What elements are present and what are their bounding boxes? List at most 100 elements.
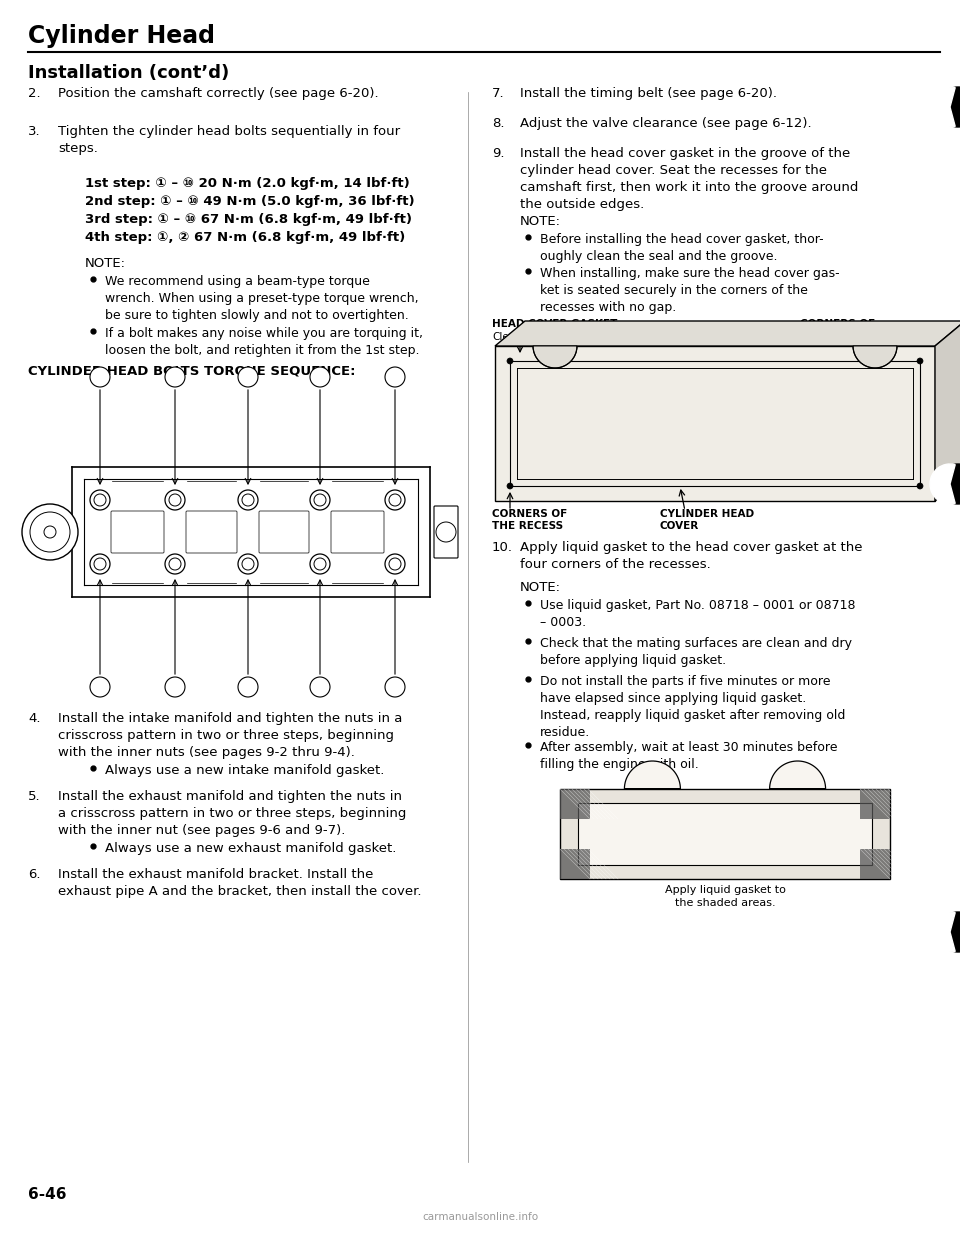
- Text: Adjust the valve clearance (see page 6-12).: Adjust the valve clearance (see page 6-1…: [520, 117, 811, 130]
- FancyBboxPatch shape: [111, 510, 164, 553]
- Text: 2: 2: [245, 681, 252, 691]
- Text: 1: 1: [245, 371, 252, 381]
- Wedge shape: [930, 465, 955, 504]
- Text: carmanualsonline.info: carmanualsonline.info: [422, 1212, 538, 1222]
- Text: Always use a new intake manifold gasket.: Always use a new intake manifold gasket.: [105, 764, 384, 777]
- Polygon shape: [770, 761, 826, 789]
- Circle shape: [389, 558, 401, 570]
- Text: 3.: 3.: [28, 125, 40, 138]
- Circle shape: [44, 527, 56, 538]
- Text: Do not install the parts if five minutes or more
have elapsed since applying liq: Do not install the parts if five minutes…: [540, 674, 846, 739]
- Text: 10: 10: [390, 682, 400, 691]
- Polygon shape: [495, 320, 960, 347]
- Circle shape: [314, 494, 326, 505]
- Circle shape: [310, 677, 330, 697]
- Text: Position the camshaft correctly (see page 6-20).: Position the camshaft correctly (see pag…: [58, 87, 378, 101]
- Circle shape: [385, 491, 405, 510]
- Text: 8: 8: [97, 681, 103, 691]
- Text: 6-46: 6-46: [28, 1187, 66, 1202]
- Circle shape: [938, 912, 960, 953]
- Text: 7.: 7.: [492, 87, 505, 101]
- Wedge shape: [930, 87, 955, 127]
- Circle shape: [90, 554, 110, 574]
- Circle shape: [242, 558, 254, 570]
- Text: 9: 9: [97, 371, 103, 381]
- Text: 1st step: ① – ⑩ 20 N·m (2.0 kgf·m, 14 lbf·ft): 1st step: ① – ⑩ 20 N·m (2.0 kgf·m, 14 lb…: [85, 178, 410, 190]
- Circle shape: [169, 558, 181, 570]
- Text: Install the head cover gasket in the groove of the
cylinder head cover. Seat the: Install the head cover gasket in the gro…: [520, 147, 858, 211]
- Text: 3rd step: ① – ⑩ 67 N·m (6.8 kgf·m, 49 lbf·ft): 3rd step: ① – ⑩ 67 N·m (6.8 kgf·m, 49 lb…: [85, 212, 412, 226]
- Polygon shape: [853, 347, 897, 368]
- Polygon shape: [624, 761, 681, 789]
- Circle shape: [385, 677, 405, 697]
- Text: 5.: 5.: [28, 790, 40, 804]
- Text: We recommend using a beam-type torque
wrench. When using a preset-type torque wr: We recommend using a beam-type torque wr…: [105, 274, 419, 322]
- Text: NOTE:: NOTE:: [85, 257, 126, 270]
- Text: Before installing the head cover gasket, thor-
oughly clean the seal and the gro: Before installing the head cover gasket,…: [540, 233, 824, 263]
- Circle shape: [917, 483, 923, 489]
- Text: 6.: 6.: [28, 868, 40, 881]
- Text: NOTE:: NOTE:: [520, 581, 561, 594]
- Text: 4th step: ①, ② 67 N·m (6.8 kgf·m, 49 lbf·ft): 4th step: ①, ② 67 N·m (6.8 kgf·m, 49 lbf…: [85, 231, 405, 243]
- Polygon shape: [560, 789, 590, 818]
- Text: 4: 4: [317, 681, 324, 691]
- Text: Install the timing belt (see page 6-20).: Install the timing belt (see page 6-20).: [520, 87, 777, 101]
- Circle shape: [242, 494, 254, 505]
- Text: 8.: 8.: [492, 117, 505, 130]
- Circle shape: [507, 358, 513, 364]
- Text: 2.: 2.: [28, 87, 40, 101]
- Circle shape: [94, 558, 106, 570]
- Circle shape: [436, 522, 456, 542]
- Circle shape: [90, 366, 110, 388]
- Circle shape: [30, 512, 70, 551]
- Text: Apply liquid gasket to the head cover gasket at the
four corners of the recesses: Apply liquid gasket to the head cover ga…: [520, 542, 862, 571]
- Circle shape: [310, 491, 330, 510]
- Text: Clean.: Clean.: [492, 332, 525, 342]
- Circle shape: [22, 504, 78, 560]
- Circle shape: [507, 483, 513, 489]
- Text: 5: 5: [317, 371, 324, 381]
- Text: Apply liquid gasket to
the shaded areas.: Apply liquid gasket to the shaded areas.: [664, 886, 785, 908]
- Text: 6: 6: [172, 681, 178, 691]
- Wedge shape: [930, 912, 955, 953]
- Polygon shape: [860, 850, 890, 879]
- Circle shape: [385, 366, 405, 388]
- Polygon shape: [533, 347, 577, 368]
- Circle shape: [238, 366, 258, 388]
- Circle shape: [165, 677, 185, 697]
- Text: CORNERS OF
THE RECESS: CORNERS OF THE RECESS: [492, 509, 567, 532]
- Polygon shape: [495, 347, 935, 501]
- Circle shape: [238, 554, 258, 574]
- Text: CORNERS OF
THE RECESS: CORNERS OF THE RECESS: [800, 319, 876, 342]
- Circle shape: [389, 494, 401, 505]
- Polygon shape: [560, 789, 890, 879]
- Circle shape: [310, 554, 330, 574]
- Circle shape: [314, 558, 326, 570]
- Text: Install the exhaust manifold bracket. Install the
exhaust pipe A and the bracket: Install the exhaust manifold bracket. In…: [58, 868, 421, 898]
- Circle shape: [385, 554, 405, 574]
- Circle shape: [165, 491, 185, 510]
- Text: 4.: 4.: [28, 712, 40, 725]
- Text: HEAD COVER GASKET: HEAD COVER GASKET: [492, 319, 617, 329]
- Circle shape: [917, 358, 923, 364]
- Polygon shape: [860, 789, 890, 818]
- Polygon shape: [578, 804, 872, 864]
- Text: CYLINDER HEAD BOLTS TORQUE SEQUENCE:: CYLINDER HEAD BOLTS TORQUE SEQUENCE:: [28, 365, 355, 378]
- Polygon shape: [935, 320, 960, 501]
- Circle shape: [94, 494, 106, 505]
- Text: CYLINDER HEAD
COVER: CYLINDER HEAD COVER: [660, 509, 755, 532]
- FancyBboxPatch shape: [331, 510, 384, 553]
- Circle shape: [165, 366, 185, 388]
- FancyBboxPatch shape: [259, 510, 309, 553]
- Text: 2nd step: ① – ⑩ 49 N·m (5.0 kgf·m, 36 lbf·ft): 2nd step: ① – ⑩ 49 N·m (5.0 kgf·m, 36 lb…: [85, 195, 415, 207]
- Text: Install the intake manifold and tighten the nuts in a
crisscross pattern in two : Install the intake manifold and tighten …: [58, 712, 402, 759]
- Text: Check that the mating surfaces are clean and dry
before applying liquid gasket.: Check that the mating surfaces are clean…: [540, 637, 852, 667]
- Circle shape: [938, 87, 960, 127]
- Text: 3: 3: [172, 371, 178, 381]
- Text: 10.: 10.: [492, 542, 513, 554]
- Circle shape: [90, 677, 110, 697]
- Circle shape: [169, 494, 181, 505]
- Text: Tighten the cylinder head bolts sequentially in four
steps.: Tighten the cylinder head bolts sequenti…: [58, 125, 400, 155]
- Text: When installing, make sure the head cover gas-
ket is seated securely in the cor: When installing, make sure the head cove…: [540, 267, 840, 314]
- Circle shape: [310, 366, 330, 388]
